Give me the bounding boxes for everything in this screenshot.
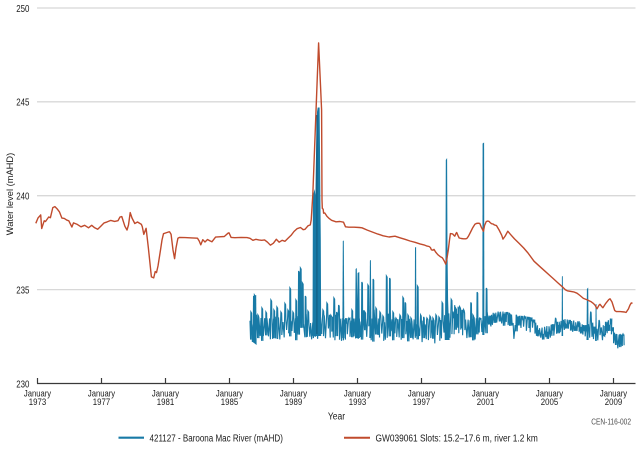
svg-text:1973: 1973 — [29, 397, 46, 407]
svg-text:January: January — [408, 389, 436, 399]
svg-text:1985: 1985 — [221, 397, 238, 407]
svg-text:250: 250 — [16, 3, 29, 15]
svg-text:1997: 1997 — [413, 397, 430, 407]
svg-text:2005: 2005 — [541, 397, 558, 407]
svg-text:230: 230 — [16, 378, 29, 390]
svg-text:January: January — [600, 389, 628, 399]
svg-text:Year: Year — [328, 412, 346, 423]
svg-text:GW039061 Slots: 15.2–17.6 m, r: GW039061 Slots: 15.2–17.6 m, river 1.2 k… — [376, 433, 538, 444]
svg-text:January: January — [88, 389, 116, 399]
svg-text:January: January — [536, 389, 564, 399]
svg-text:January: January — [216, 389, 244, 399]
svg-text:1993: 1993 — [349, 397, 366, 407]
svg-text:235: 235 — [16, 285, 29, 297]
svg-text:2001: 2001 — [477, 397, 494, 407]
svg-text:1989: 1989 — [285, 397, 302, 407]
svg-text:January: January — [24, 389, 52, 399]
svg-text:Water level (mAHD): Water level (mAHD) — [5, 153, 16, 236]
svg-text:CEN-116-002: CEN-116-002 — [591, 417, 631, 426]
svg-text:1981: 1981 — [157, 397, 174, 407]
svg-text:January: January — [152, 389, 180, 399]
svg-text:421127 - Baroona Mac River (mA: 421127 - Baroona Mac River (mAHD) — [150, 433, 283, 444]
svg-text:245: 245 — [16, 97, 29, 109]
svg-text:240: 240 — [16, 191, 29, 203]
svg-text:January: January — [472, 389, 500, 399]
svg-text:January: January — [280, 389, 308, 399]
svg-text:2009: 2009 — [605, 397, 622, 407]
svg-text:1977: 1977 — [93, 397, 110, 407]
svg-text:January: January — [344, 389, 372, 399]
